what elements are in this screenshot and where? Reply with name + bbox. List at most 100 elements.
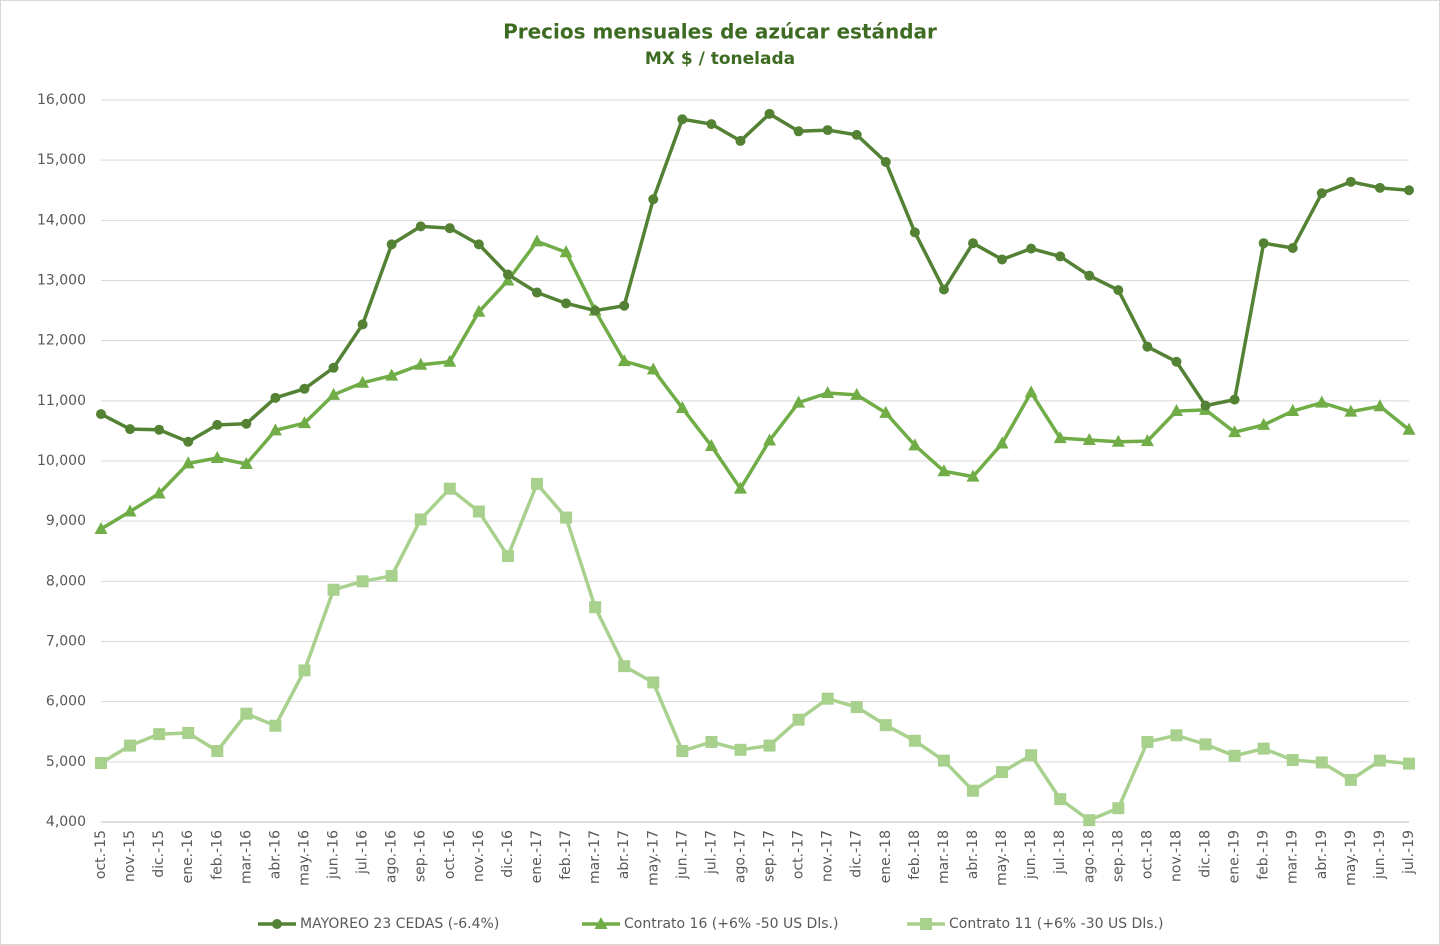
marker [647, 676, 660, 689]
marker [821, 692, 834, 705]
x-tick-label: nov.-18 [1168, 830, 1184, 882]
marker [532, 287, 542, 298]
marker [299, 383, 310, 394]
marker [1373, 399, 1387, 412]
x-tick-label: dic.-16 [500, 830, 516, 878]
marker [183, 436, 194, 447]
marker [125, 424, 136, 435]
y-tick-label: 16,000 [37, 92, 86, 108]
marker [1200, 400, 1211, 411]
y-tick-label: 10,000 [37, 453, 86, 469]
marker [1315, 395, 1329, 408]
x-tick-label: mar.-16 [238, 830, 254, 884]
x-tick-label: dic.-15 [151, 830, 167, 878]
marker [1373, 754, 1386, 767]
marker [937, 464, 951, 477]
marker [850, 387, 864, 400]
marker [1170, 729, 1183, 742]
marker [763, 433, 777, 446]
marker [124, 739, 137, 752]
y-tick-label: 8,000 [46, 573, 86, 589]
marker [560, 511, 573, 524]
marker [1374, 182, 1385, 193]
marker [1403, 757, 1415, 770]
marker [1286, 754, 1299, 767]
x-tick-label: nov.-15 [122, 830, 138, 882]
x-tick-label: abr.-17 [616, 830, 632, 879]
marker [1142, 341, 1153, 352]
marker [1053, 431, 1067, 444]
marker [268, 423, 282, 436]
marker [733, 481, 747, 494]
x-tick-label: dic.-18 [1198, 830, 1214, 878]
marker [473, 239, 484, 250]
marker [414, 513, 427, 526]
marker [1402, 422, 1416, 435]
y-tick-label: 9,000 [46, 513, 86, 529]
x-tick-label: may.-17 [645, 830, 661, 886]
marker [443, 482, 456, 495]
series-line [100, 112, 1410, 444]
marker [96, 409, 106, 420]
marker [792, 395, 806, 408]
x-tick-label: sep.-18 [1110, 830, 1126, 882]
marker [938, 284, 949, 295]
marker [996, 766, 1009, 779]
x-tick-label: mar.-18 [936, 830, 952, 884]
x-tick-label: jul.-19 [1401, 830, 1417, 875]
marker [1257, 417, 1271, 430]
x-tick-label: may.-16 [296, 830, 312, 886]
marker [850, 701, 863, 714]
marker [967, 784, 979, 797]
y-tick-label: 6,000 [46, 694, 86, 710]
marker [270, 392, 281, 403]
marker [241, 418, 252, 429]
x-tick-label: ago.-17 [732, 830, 748, 883]
marker [501, 550, 514, 563]
marker [617, 354, 631, 367]
marker [1026, 243, 1037, 254]
marker [676, 745, 689, 758]
y-tick-label: 15,000 [37, 152, 86, 168]
x-tick-label: oct.-18 [1139, 830, 1155, 879]
x-tick-label: sep.-17 [762, 830, 778, 882]
x-tick-label: may.-18 [994, 830, 1010, 886]
marker [356, 375, 370, 388]
marker [1082, 432, 1096, 445]
x-tick-label: ago.-18 [1081, 830, 1097, 883]
marker [677, 114, 688, 125]
marker [269, 719, 282, 732]
x-tick-label: abr.-16 [267, 830, 283, 879]
legend-marker [920, 918, 932, 930]
marker [386, 239, 397, 250]
marker [1055, 251, 1066, 262]
marker [763, 739, 776, 752]
marker [414, 357, 428, 370]
marker [212, 419, 223, 430]
y-tick-label: 11,000 [37, 393, 86, 409]
marker [95, 757, 107, 770]
x-tick-label: nov.-16 [471, 830, 487, 882]
marker [502, 269, 513, 280]
marker [356, 575, 369, 588]
marker [297, 416, 311, 429]
x-tick-label: ene.-18 [878, 830, 894, 883]
marker [1054, 793, 1067, 806]
x-tick-label: jun.-17 [674, 830, 690, 880]
marker [1141, 735, 1154, 748]
marker [561, 298, 572, 309]
marker [211, 745, 224, 758]
marker [298, 664, 311, 677]
x-tick-label: jul.-17 [703, 830, 719, 875]
chart-title: Precios mensuales de azúcar estándar [503, 20, 937, 44]
marker [908, 438, 922, 451]
marker [735, 135, 746, 146]
marker [1113, 285, 1124, 296]
marker [152, 486, 166, 499]
marker [879, 405, 893, 418]
marker [821, 386, 835, 399]
marker [328, 362, 339, 373]
marker [909, 227, 920, 238]
marker [1083, 814, 1096, 827]
